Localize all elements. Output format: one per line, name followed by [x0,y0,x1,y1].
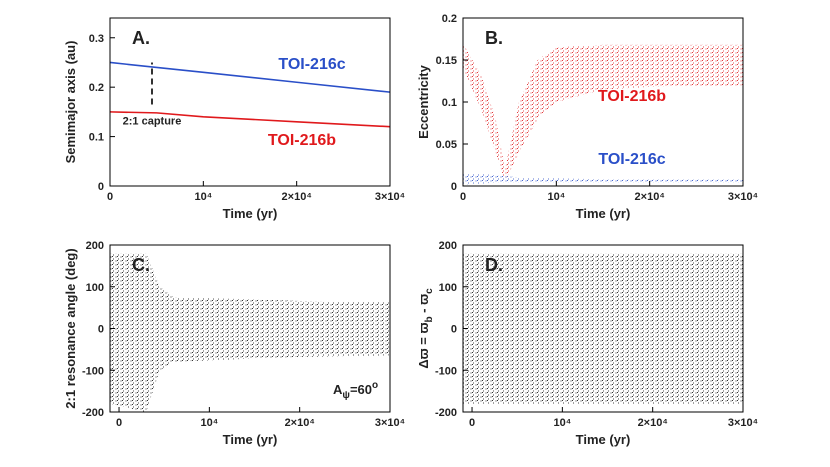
y-label-part: c [424,288,435,294]
panel-label: B. [485,28,503,48]
y-label-part: Semimajor axis (au) [63,41,78,164]
y-label-part: Eccentricity [416,64,431,138]
y-label-part: Δϖ = ϖ [416,323,431,369]
y-tick-label: 0.1 [442,97,457,109]
annotation-part: o [372,380,378,391]
y-tick-label: -100 [435,365,457,377]
annotation-part: A [333,382,343,397]
plot-frame [109,17,391,187]
y-label-part: 2:1 resonance angle (deg) [63,248,78,408]
y-tick-label: 0 [98,324,104,336]
y-axis-label: Δϖ = ϖb - ϖc [416,288,435,369]
y-tick-label: 0 [98,181,104,193]
x-tick-label: 10⁴ [201,417,219,429]
y-tick-label: 0.05 [436,139,457,151]
x-tick-label: 3×10⁴ [375,417,405,429]
series-band [110,253,390,412]
y-tick-label: 0 [451,324,457,336]
y-tick-label: 200 [439,240,457,252]
y-tick-label: -200 [82,407,104,419]
x-tick-label: 2×10⁴ [282,191,312,203]
y-tick-label: 0.3 [89,33,104,45]
annotation: 2:1 capture [123,115,182,127]
x-tick-label: 10⁴ [547,191,565,203]
series-band [463,253,743,404]
panel-label: C. [132,255,150,275]
x-tick-label: 3×10⁴ [375,191,405,203]
series-line [109,111,391,128]
x-axis-label: Time (yr) [223,206,278,221]
y-label-part: b [424,316,435,322]
x-tick-label: 10⁴ [554,417,572,429]
x-tick-label: 3×10⁴ [728,191,758,203]
series-label: TOI-216c [598,151,665,168]
annotation-part: ψ [342,390,350,401]
y-tick-label: 0.15 [436,55,457,67]
x-tick-label: 10⁴ [194,191,212,203]
x-axis-label: Time (yr) [576,432,631,447]
y-tick-label: 100 [439,282,457,294]
x-tick-label: 0 [116,417,122,429]
series-label: TOI-216c [278,56,345,73]
panel-label: A. [132,28,150,48]
x-tick-label: 3×10⁴ [728,417,758,429]
y-tick-label: 0.2 [442,13,457,25]
y-axis-label: Eccentricity [416,64,431,138]
x-axis-label: Time (yr) [576,206,631,221]
y-tick-label: -100 [82,365,104,377]
x-tick-label: 2×10⁴ [285,417,315,429]
series-label: TOI-216b [598,88,666,105]
y-tick-label: -200 [435,407,457,419]
y-tick-label: 100 [86,282,104,294]
series-band [463,43,743,182]
series-band [463,173,743,185]
y-label-part: - ϖ [416,294,431,317]
y-axis-label: 2:1 resonance angle (deg) [63,248,78,408]
x-tick-label: 0 [107,191,113,203]
x-tick-label: 0 [460,191,466,203]
y-tick-label: 200 [86,240,104,252]
annotation-part: =60 [350,382,372,397]
panel-label: D. [485,255,503,275]
y-tick-label: 0.1 [89,132,104,144]
series-line [109,61,391,93]
y-tick-label: 0 [451,181,457,193]
y-tick-label: 0.2 [89,82,104,94]
annotation: Aψ=60o [333,380,378,401]
x-tick-label: 2×10⁴ [638,417,668,429]
y-axis-label: Semimajor axis (au) [63,41,78,164]
x-tick-label: 2×10⁴ [635,191,665,203]
x-tick-label: 0 [469,417,475,429]
series-label: TOI-216b [268,132,336,149]
x-axis-label: Time (yr) [223,432,278,447]
